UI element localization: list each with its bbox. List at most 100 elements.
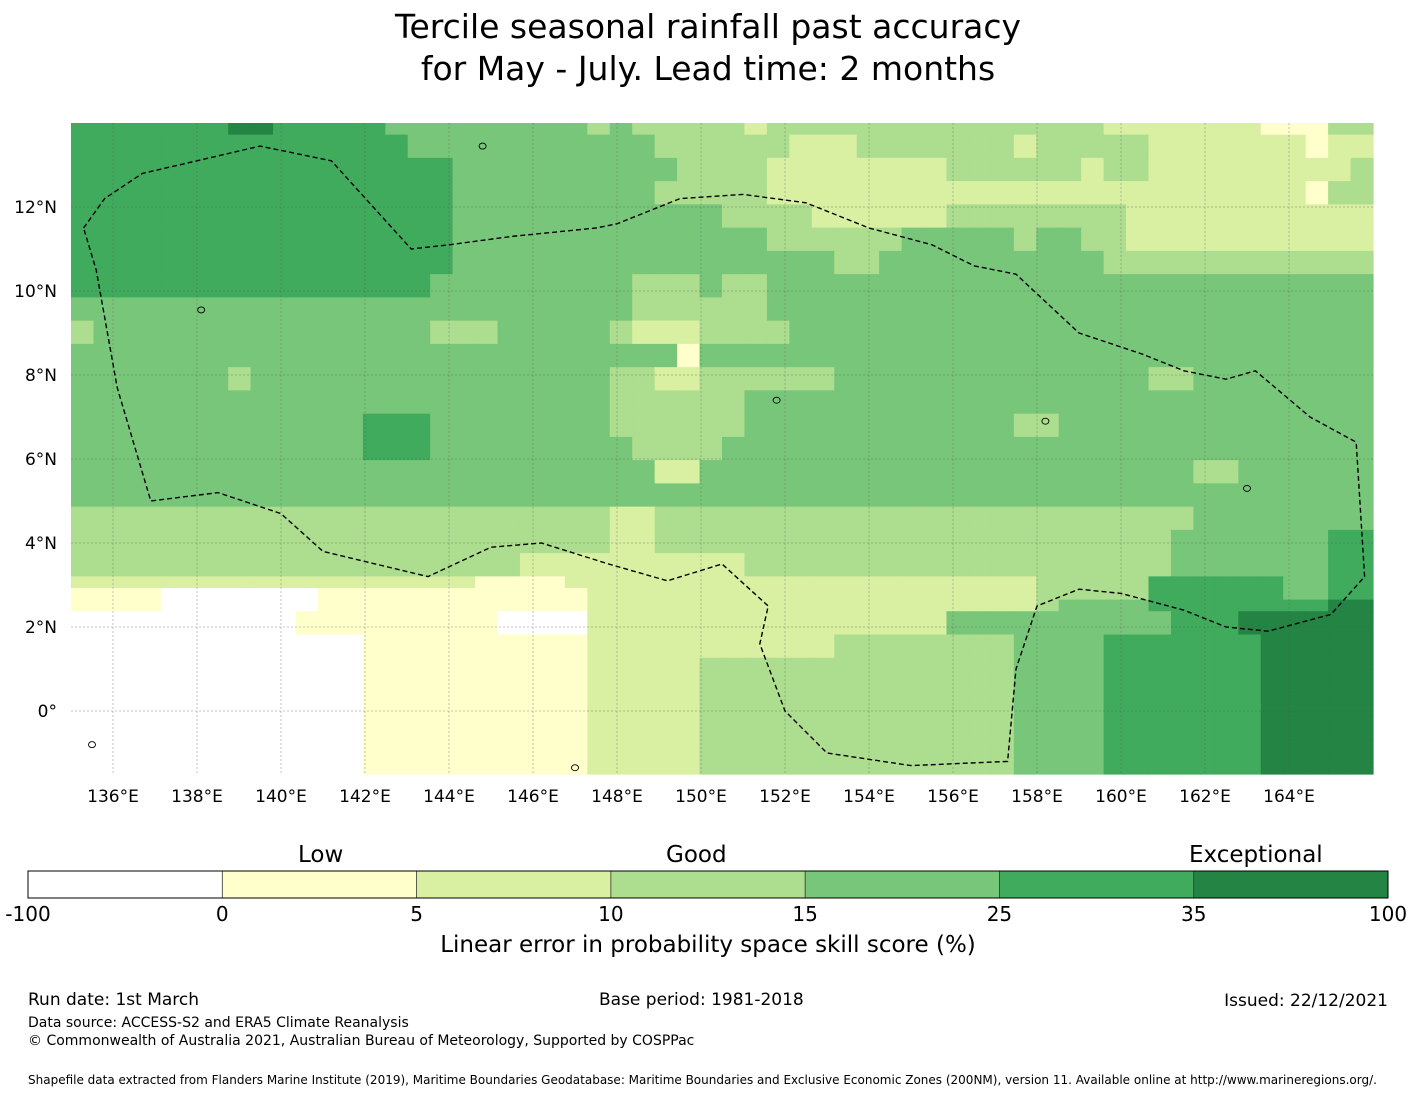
grid-cell bbox=[789, 192, 813, 205]
grid-cell bbox=[115, 343, 139, 357]
grid-cell bbox=[766, 204, 790, 217]
grid-cell bbox=[1103, 762, 1127, 775]
grid-cell bbox=[1058, 657, 1082, 670]
grid-cell bbox=[71, 692, 95, 705]
grid-cell bbox=[1126, 739, 1150, 752]
grid-cell bbox=[789, 262, 813, 275]
grid-cell bbox=[722, 471, 746, 484]
grid-cell bbox=[1350, 762, 1374, 775]
grid-cell bbox=[340, 134, 364, 147]
grid-cell bbox=[205, 204, 229, 217]
grid-cell bbox=[609, 588, 633, 601]
grid-cell bbox=[183, 495, 207, 508]
grid-cell bbox=[744, 460, 768, 473]
grid-cell bbox=[115, 274, 139, 287]
grid-cell bbox=[1170, 471, 1195, 484]
grid-cell bbox=[991, 239, 1015, 252]
grid-cell bbox=[1036, 390, 1060, 403]
grid-cell bbox=[811, 413, 835, 426]
grid-cell bbox=[295, 355, 319, 368]
colorbar-segment bbox=[28, 871, 223, 898]
grid-cell bbox=[340, 309, 364, 322]
issued-date: Issued: 22/12/2021 bbox=[1224, 991, 1388, 1011]
grid-cell bbox=[879, 599, 903, 612]
grid-cell bbox=[385, 762, 409, 775]
grid-cell bbox=[564, 192, 588, 205]
grid-cell bbox=[766, 320, 790, 333]
grid-cell bbox=[385, 413, 409, 426]
grid-cell bbox=[1260, 239, 1284, 252]
grid-cell bbox=[497, 413, 521, 426]
grid-cell bbox=[991, 611, 1015, 624]
grid-cell bbox=[160, 204, 184, 217]
grid-cell bbox=[362, 239, 386, 252]
grid-cell bbox=[1170, 146, 1195, 159]
grid-cell bbox=[1058, 320, 1082, 333]
grid-cell bbox=[1103, 262, 1127, 275]
grid-cell bbox=[519, 704, 544, 717]
grid-cell bbox=[1193, 715, 1217, 729]
grid-cell bbox=[1238, 634, 1262, 647]
grid-cell bbox=[138, 146, 162, 159]
grid-cell bbox=[1170, 634, 1195, 647]
grid-cell bbox=[250, 529, 274, 543]
grid-cell bbox=[1305, 483, 1329, 496]
grid-cell bbox=[250, 436, 274, 450]
grid-cell bbox=[834, 611, 858, 624]
grid-cell bbox=[1126, 483, 1150, 496]
grid-cell bbox=[295, 495, 319, 508]
grid-cell bbox=[430, 704, 454, 717]
grid-cell bbox=[1036, 576, 1060, 589]
grid-cell bbox=[362, 646, 386, 659]
grid-cell bbox=[1260, 599, 1284, 612]
grid-cell bbox=[991, 541, 1015, 554]
grid-cell bbox=[1328, 402, 1352, 415]
grid-cell bbox=[1148, 157, 1172, 171]
grid-cell bbox=[1058, 413, 1082, 426]
grid-cell bbox=[542, 192, 566, 205]
grid-cell bbox=[71, 367, 95, 380]
grid-cell bbox=[1350, 192, 1374, 205]
grid-cell bbox=[250, 704, 274, 717]
grid-cell bbox=[924, 681, 948, 694]
grid-cell bbox=[1170, 715, 1195, 729]
grid-cell bbox=[228, 448, 252, 461]
grid-cell bbox=[924, 204, 948, 217]
grid-cell bbox=[183, 146, 207, 159]
grid-cell bbox=[946, 250, 970, 264]
grid-cell bbox=[519, 216, 544, 229]
grid-cell bbox=[609, 250, 633, 264]
grid-cell bbox=[295, 436, 319, 450]
grid-cell bbox=[699, 378, 723, 391]
grid-cell bbox=[407, 646, 431, 659]
grid-cell bbox=[632, 681, 656, 694]
grid-cell bbox=[1126, 192, 1150, 205]
grid-cell bbox=[1013, 285, 1037, 298]
grid-cell bbox=[115, 123, 139, 136]
grid-cell bbox=[968, 367, 992, 380]
grid-cell bbox=[924, 192, 948, 205]
grid-cell bbox=[834, 588, 858, 601]
grid-cell bbox=[632, 192, 656, 205]
grid-cell bbox=[340, 553, 364, 566]
grid-cell bbox=[115, 181, 139, 194]
grid-cell bbox=[1081, 553, 1105, 566]
grid-cell bbox=[946, 657, 970, 670]
grid-cell bbox=[93, 541, 117, 554]
grid-cell bbox=[497, 146, 521, 159]
grid-cell bbox=[385, 146, 409, 159]
grid-cell bbox=[1305, 134, 1329, 147]
grid-cell bbox=[1238, 436, 1262, 450]
grid-cell bbox=[587, 599, 611, 612]
grid-cell bbox=[968, 320, 992, 333]
grid-cell bbox=[542, 262, 566, 275]
grid-cell bbox=[273, 425, 297, 438]
grid-cell bbox=[205, 506, 229, 519]
grid-cell bbox=[1036, 134, 1060, 147]
grid-cell bbox=[1013, 134, 1037, 147]
grid-cell bbox=[1170, 541, 1195, 554]
grid-cell bbox=[317, 378, 341, 391]
grid-cell bbox=[1305, 274, 1329, 287]
grid-cell bbox=[677, 123, 701, 136]
grid-cell bbox=[138, 134, 162, 147]
